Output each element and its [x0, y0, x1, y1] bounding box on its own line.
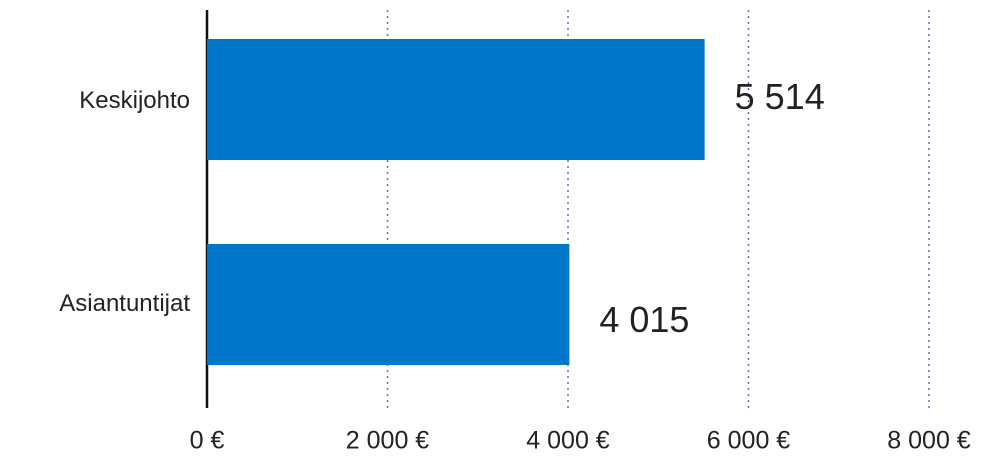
value-label: 5 514: [735, 76, 825, 117]
category-label: Keskijohto: [79, 87, 190, 114]
bar: [207, 39, 705, 160]
value-label: 4 015: [599, 299, 689, 340]
x-tick-label: 2 000 €: [346, 427, 430, 455]
x-tick-label: 4 000 €: [526, 427, 610, 455]
category-label: Asiantuntijat: [59, 290, 190, 317]
x-tick-label: 6 000 €: [707, 427, 791, 455]
bar: [207, 244, 570, 365]
x-tick-label: 0 €: [190, 427, 225, 455]
x-tick-label: 8 000 €: [887, 427, 971, 455]
